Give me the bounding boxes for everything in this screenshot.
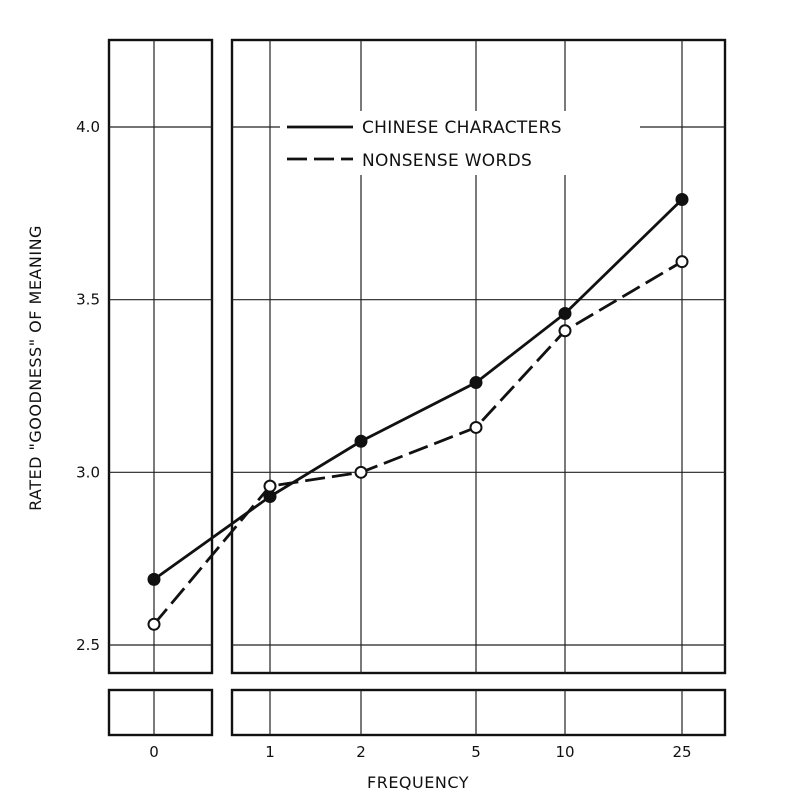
x-tick-label-1: 1 <box>265 743 275 761</box>
series-group <box>147 193 689 631</box>
x-tick-label-4: 10 <box>555 743 574 761</box>
y-tick-label-2: 3.5 <box>76 291 100 309</box>
x-tick-label-0: 0 <box>149 743 159 761</box>
legend-background <box>280 111 640 175</box>
x-tick-labels: 0 1 2 5 10 25 <box>149 743 691 761</box>
data-point-nonsense-words-5 <box>675 255 689 269</box>
y-tick-label-0: 2.5 <box>76 636 100 654</box>
y-tick-labels: 2.5 3.0 3.5 4.0 <box>76 118 100 654</box>
main-panel-frame <box>230 38 727 675</box>
y-tick-label-1: 3.0 <box>76 463 100 481</box>
left-panel-frame <box>107 38 214 675</box>
y-axis-label: RATED "GOODNESS" OF MEANING <box>26 225 45 511</box>
data-point-nonsense-words-1 <box>263 479 277 493</box>
data-point-chinese-characters-3 <box>469 376 483 390</box>
data-point-chinese-characters-0 <box>147 572 161 586</box>
x-tick-label-3: 5 <box>471 743 481 761</box>
left-axis-strip <box>107 688 214 737</box>
legend-label-chinese-characters: CHINESE CHARACTERS <box>362 118 562 138</box>
main-axis-strip <box>230 688 727 737</box>
data-point-nonsense-words-4 <box>558 324 572 338</box>
data-point-nonsense-words-3 <box>469 420 483 434</box>
data-point-nonsense-words-0 <box>147 617 161 631</box>
data-point-chinese-characters-4 <box>558 306 572 320</box>
series-line-nonsense-words <box>152 260 683 626</box>
x-tick-label-2: 2 <box>356 743 366 761</box>
y-tick-label-3: 4.0 <box>76 118 100 136</box>
x-tick-label-5: 25 <box>672 743 691 761</box>
data-point-chinese-characters-2 <box>354 434 368 448</box>
data-point-nonsense-words-2 <box>354 465 368 479</box>
legend: CHINESE CHARACTERS NONSENSE WORDS <box>280 111 640 175</box>
x-axis-label: FREQUENCY <box>367 773 469 792</box>
legend-label-nonsense-words: NONSENSE WORDS <box>362 151 532 171</box>
data-point-chinese-characters-5 <box>675 193 689 207</box>
